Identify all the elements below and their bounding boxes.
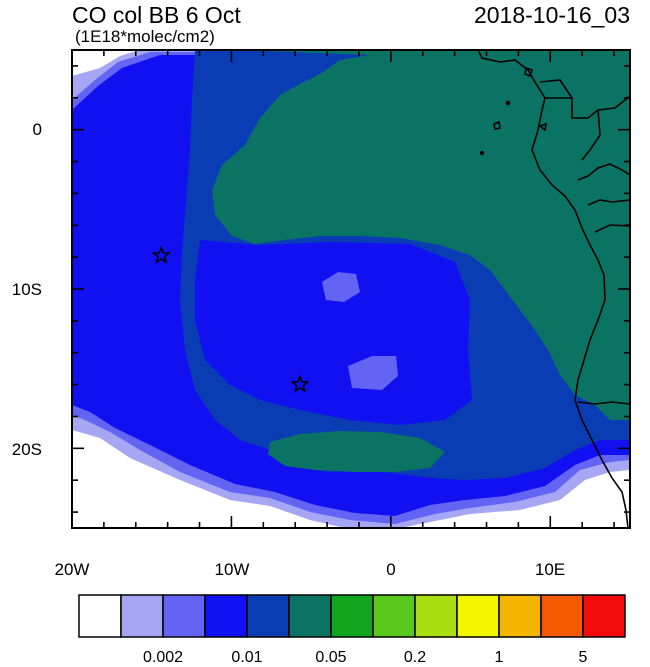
colorbar-box-0 <box>78 594 122 638</box>
colorbar-box-7 <box>372 594 416 638</box>
colorbar-box-1 <box>120 594 164 638</box>
border-7 <box>581 109 601 161</box>
island-2 <box>493 120 501 130</box>
star-marker-1-icon <box>151 245 171 264</box>
island-1 <box>524 66 534 78</box>
colorbar-box-10 <box>498 594 542 638</box>
border-5 <box>577 401 630 405</box>
border-2 <box>577 163 630 181</box>
field-inner-low-4 <box>348 356 398 390</box>
x-tick-label-20w: 20W <box>54 560 90 579</box>
island-4 <box>479 150 485 156</box>
y-tick-label-20s: 20S <box>11 440 42 459</box>
x-tick-label-10w: 10W <box>214 560 250 579</box>
island-3 <box>505 100 511 106</box>
border-4 <box>594 224 630 233</box>
colorbar-label-0.002: 0.002 <box>142 649 184 666</box>
x-tick-label-0: 0 <box>386 560 396 579</box>
field-level-5-south <box>268 431 445 472</box>
star-marker-2-icon <box>290 374 310 393</box>
colorbar-label-1: 1 <box>494 649 504 666</box>
colorbar-label-0.01: 0.01 <box>231 649 263 666</box>
border-3 <box>587 199 630 206</box>
x-tick-label-10e: 10E <box>534 560 566 579</box>
colorbar-box-11 <box>540 594 584 638</box>
field-level-5-main <box>212 50 630 420</box>
y-tick-label-0: 0 <box>32 120 42 139</box>
units-label: (1E18*molec/cm2) <box>75 27 215 46</box>
colorbar-box-9 <box>456 594 500 638</box>
africa-coastline <box>477 50 629 528</box>
axis-ticks <box>71 50 630 528</box>
colorbar-box-12 <box>582 594 626 638</box>
coastline <box>477 50 630 528</box>
field-inner-mid <box>195 240 472 425</box>
border-6 <box>539 79 573 99</box>
colorbar-box-6 <box>330 594 374 638</box>
y-tick-label-10s: 10S <box>11 280 42 299</box>
colorbar-label-0.05: 0.05 <box>315 649 347 666</box>
field-inner-low-3 <box>322 272 360 302</box>
colorbar-box-8 <box>414 594 458 638</box>
co-field <box>72 50 630 528</box>
colorbar-box-2 <box>162 594 206 638</box>
colorbar-label-5: 5 <box>578 649 588 666</box>
colorbar <box>78 594 626 638</box>
markers <box>151 245 310 393</box>
datetime-label: 2018-10-16_03 <box>473 2 630 28</box>
colorbar-box-4 <box>246 594 290 638</box>
colorbar-box-5 <box>288 594 332 638</box>
colorbar-label-0.2: 0.2 <box>403 649 427 666</box>
map-title: CO col BB 6 Oct <box>72 2 241 28</box>
island-5 <box>538 122 548 132</box>
colorbar-box-3 <box>204 594 248 638</box>
